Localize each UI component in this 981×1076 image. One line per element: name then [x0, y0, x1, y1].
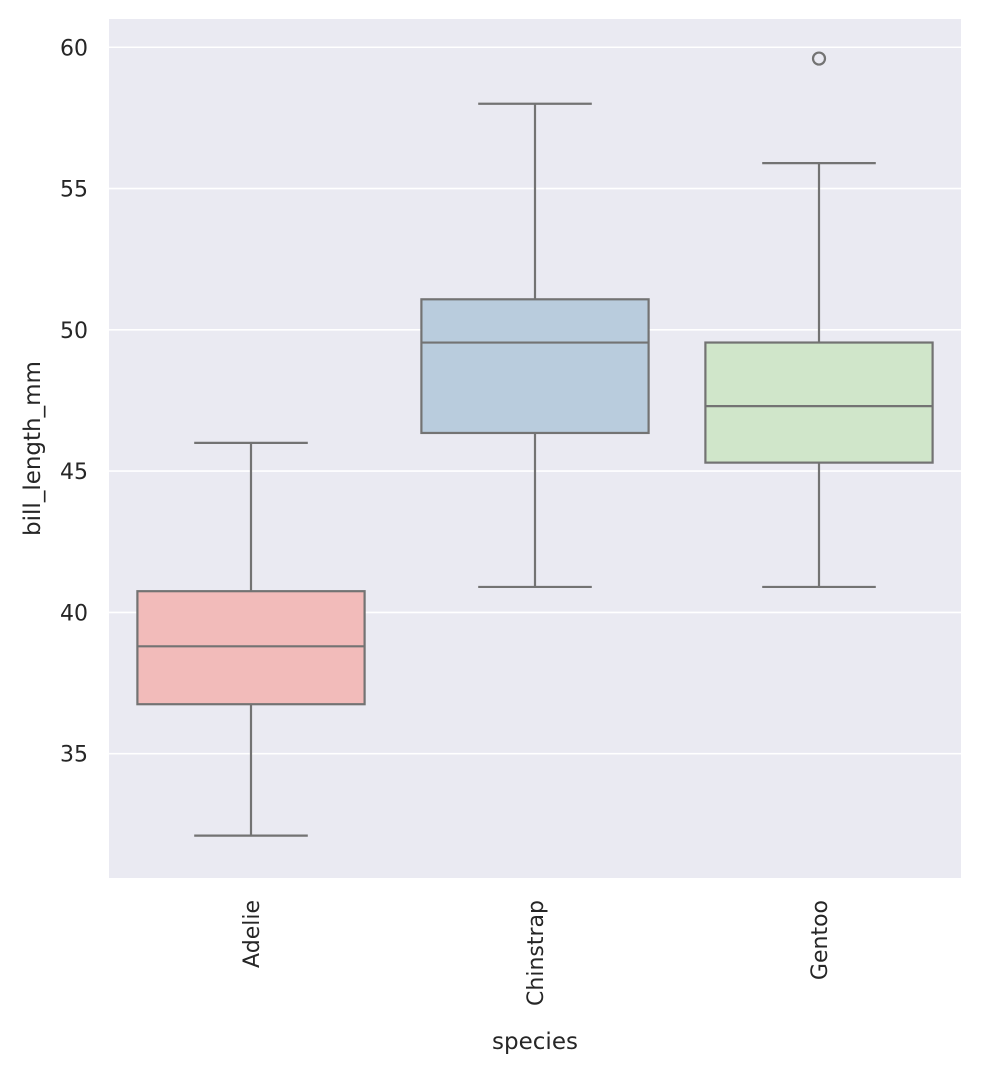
y-tick-label-60: 60	[60, 36, 88, 61]
x-tick-label-adelie: Adelie	[240, 900, 265, 968]
y-tick-label-45: 45	[60, 460, 88, 485]
x-tick-label-gentoo: Gentoo	[808, 900, 833, 980]
y-tick-label-35: 35	[60, 743, 88, 768]
box-group-gentoo	[704, 51, 934, 589]
outlier-gentoo-0	[811, 51, 827, 66]
y-axis-label: bill_length_mm	[20, 361, 46, 536]
y-tick-label-40: 40	[60, 601, 88, 626]
y-tick-label-50: 50	[60, 319, 88, 344]
box-group-chinstrap	[420, 102, 650, 589]
x-tick-label-chinstrap: Chinstrap	[524, 900, 549, 1006]
box-group-adelie	[136, 441, 366, 837]
y-tick-labels: 35 40 45 50 55 60	[60, 36, 88, 767]
box-chinstrap	[420, 298, 650, 435]
y-tick-label-55: 55	[60, 178, 88, 203]
box-adelie	[136, 590, 366, 706]
x-tick-labels: Adelie Chinstrap Gentoo	[240, 900, 833, 1006]
box-gentoo	[704, 341, 934, 464]
x-axis-label: species	[492, 1029, 578, 1055]
box-series	[136, 51, 934, 837]
